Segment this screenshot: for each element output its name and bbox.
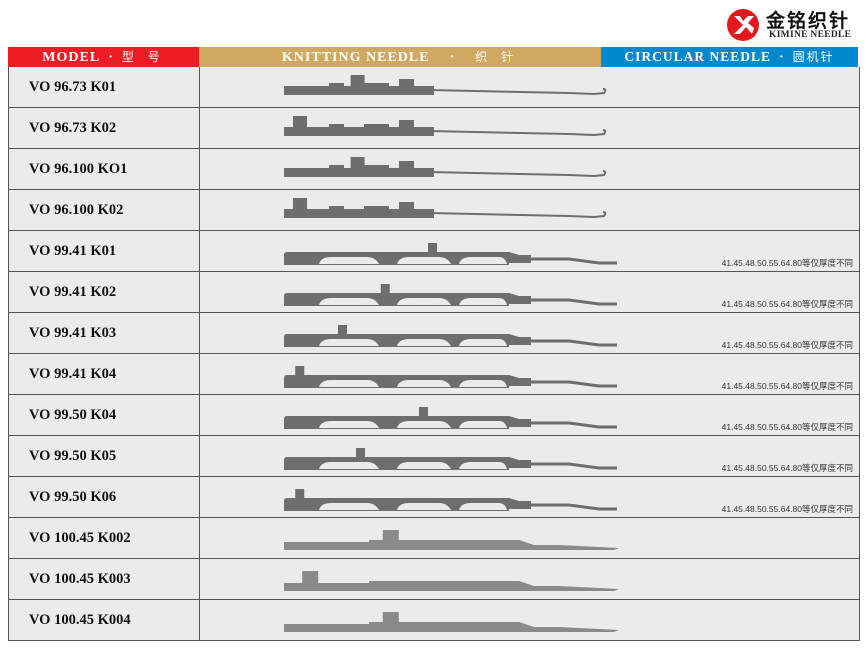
needle-image	[284, 116, 607, 137]
size-note: 41.45.48.50.55.64.80等仅厚度不同	[721, 463, 853, 473]
size-note: 41.45.48.50.55.64.80等仅厚度不同	[721, 340, 853, 350]
needle-image	[284, 612, 619, 632]
table-row: VO 99.50 K06 41.45.48.50.55.64.80等仅厚度不同	[9, 477, 859, 518]
table-row: VO 100.45 K004	[9, 600, 859, 640]
table-row: VO 96.73 K02	[9, 108, 859, 149]
table-row: VO 99.50 K05 41.45.48.50.55.64.80等仅厚度不同	[9, 436, 859, 477]
size-note: 41.45.48.50.55.64.80等仅厚度不同	[721, 258, 853, 268]
table-row: VO 99.41 K04 41.45.48.50.55.64.80等仅厚度不同	[9, 354, 859, 395]
needle-image	[284, 571, 619, 591]
table-row: VO 99.50 K04 41.45.48.50.55.64.80等仅厚度不同	[9, 395, 859, 436]
needle-image	[284, 198, 607, 219]
model-name: VO 100.45 K004	[9, 600, 200, 640]
table-row: VO 99.41 K03 41.45.48.50.55.64.80等仅厚度不同	[9, 313, 859, 354]
needle-image	[284, 284, 617, 306]
model-name: VO 99.41 K01	[9, 231, 200, 271]
needle-image	[284, 489, 617, 511]
size-note: 41.45.48.50.55.64.80等仅厚度不同	[721, 381, 853, 391]
needle-table: VO 96.73 K01 VO 96.73 K02 VO 96.100 KO1 …	[8, 67, 860, 641]
model-name: VO 99.41 K04	[9, 354, 200, 394]
needle-image	[284, 325, 617, 347]
needle-image	[284, 75, 607, 96]
model-name: VO 96.73 K01	[9, 67, 200, 107]
table-row: VO 99.41 K01 41.45.48.50.55.64.80等仅厚度不同	[9, 231, 859, 272]
needle-image	[284, 448, 617, 470]
header-knitting-needle: KNITTING NEEDLE · 织 针	[199, 47, 601, 67]
model-name: VO 99.50 K04	[9, 395, 200, 435]
size-note: 41.45.48.50.55.64.80等仅厚度不同	[721, 504, 853, 514]
model-name: VO 99.50 K05	[9, 436, 200, 476]
needle-image	[284, 530, 619, 550]
table-row: VO 96.100 KO1	[9, 149, 859, 190]
size-note: 41.45.48.50.55.64.80等仅厚度不同	[721, 299, 853, 309]
model-name: VO 96.100 KO1	[9, 149, 200, 189]
needle-image	[284, 243, 617, 265]
needle-image	[284, 407, 617, 429]
table-row: VO 100.45 K002	[9, 518, 859, 559]
header-circular-needle: CIRCULAR NEEDLE · 圆机针	[601, 47, 858, 67]
logo-english: KIMINE NEEDLE	[769, 30, 852, 40]
model-name: VO 99.41 K02	[9, 272, 200, 312]
table-row: VO 99.41 K02 41.45.48.50.55.64.80等仅厚度不同	[9, 272, 859, 313]
model-name: VO 96.73 K02	[9, 108, 200, 148]
table-row: VO 100.45 K003	[9, 559, 859, 600]
model-name: VO 100.45 K002	[9, 518, 200, 558]
needle-image	[284, 366, 617, 388]
logo-chinese: 金铭织针	[766, 10, 851, 32]
model-name: VO 99.50 K06	[9, 477, 200, 517]
table-row: VO 96.100 K02	[9, 190, 859, 231]
model-name: VO 96.100 K02	[9, 190, 200, 230]
size-note: 41.45.48.50.55.64.80等仅厚度不同	[721, 422, 853, 432]
model-name: VO 99.41 K03	[9, 313, 200, 353]
table-row: VO 96.73 K01	[9, 67, 859, 108]
model-name: VO 100.45 K003	[9, 559, 200, 599]
logo-icon	[727, 9, 759, 41]
header-model: MODEL · 型 号	[8, 47, 199, 67]
brand-logo: 金铭织针 KIMINE NEEDLE	[724, 4, 864, 44]
needle-image	[284, 157, 607, 178]
